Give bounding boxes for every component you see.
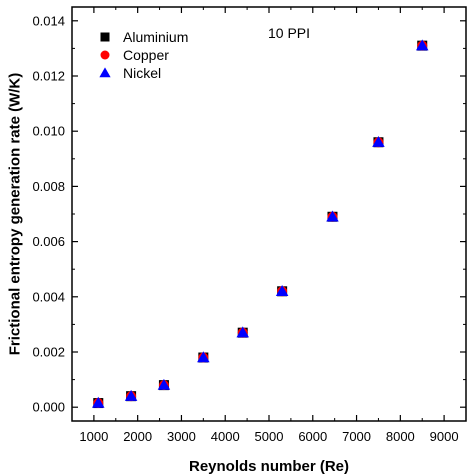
legend-label-nickel: Nickel bbox=[123, 65, 161, 81]
x-tick-label: 2000 bbox=[123, 429, 152, 444]
x-tick-label: 1000 bbox=[79, 429, 108, 444]
y-axis-title: Frictional entropy generation rate (W/K) bbox=[6, 73, 23, 356]
data-point-nickel bbox=[236, 326, 249, 338]
y-tick-label: 0.006 bbox=[32, 234, 65, 249]
data-point-nickel bbox=[275, 285, 289, 296]
data-points bbox=[92, 39, 429, 409]
y-tick-label: 0.002 bbox=[32, 345, 65, 360]
x-tick-label: 3000 bbox=[167, 429, 196, 444]
legend-marker-copper bbox=[100, 50, 110, 60]
x-tick-label: 4000 bbox=[211, 429, 240, 444]
y-tick-label: 0.004 bbox=[32, 289, 65, 304]
y-tick-label: 0.012 bbox=[32, 69, 65, 84]
y-tick-label: 0.010 bbox=[32, 124, 65, 139]
x-tick-label: 7000 bbox=[342, 429, 371, 444]
legend-marker-nickel bbox=[99, 67, 111, 78]
x-axis-title: Reynolds number (Re) bbox=[189, 458, 349, 475]
x-tick-label: 9000 bbox=[430, 429, 459, 444]
legend-marker-aluminium bbox=[100, 32, 110, 42]
data-point-nickel bbox=[197, 351, 210, 363]
data-point-nickel bbox=[157, 378, 171, 390]
data-point-nickel bbox=[92, 396, 105, 408]
ticks: 1000 2000 3000 4000 5000 6000 7000 8000 9000 0.00… bbox=[32, 7, 466, 444]
data-point-nickel bbox=[415, 39, 429, 51]
chart-annotation: 10 PPI bbox=[268, 25, 310, 41]
y-tick-label: 0.014 bbox=[32, 13, 65, 28]
x-tick-label: 8000 bbox=[386, 429, 415, 444]
x-tick-label: 6000 bbox=[298, 429, 327, 444]
data-point-nickel bbox=[124, 389, 138, 401]
data-point-nickel bbox=[326, 210, 339, 222]
y-tick-label: 0.000 bbox=[32, 400, 65, 415]
data-point-nickel bbox=[372, 135, 385, 147]
x-tick-label: 5000 bbox=[255, 429, 284, 444]
legend: Aluminium Copper Nickel bbox=[99, 29, 188, 81]
legend-label-copper: Copper bbox=[123, 47, 169, 63]
legend-label-aluminium: Aluminium bbox=[123, 29, 188, 45]
y-tick-label: 0.008 bbox=[32, 179, 65, 194]
